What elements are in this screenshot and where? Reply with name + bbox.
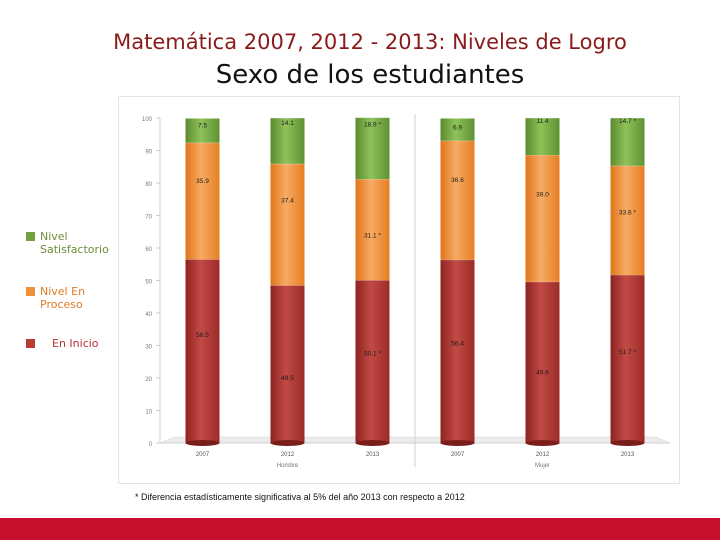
data-label-en_inicio: 49.6 (536, 369, 549, 376)
legend-swatch-en-proceso (26, 287, 35, 296)
group-label: Mujer (535, 463, 550, 469)
y-tick-label: 50 (145, 280, 152, 286)
data-label-en_inicio: 50.1 * (364, 351, 381, 358)
bar-base (440, 440, 475, 446)
chart-title: Matemática 2007, 2012 - 2013: Niveles de… (113, 30, 627, 54)
data-label-en_inicio: 48.5 (281, 375, 294, 382)
bar-en_proceso-3 (440, 140, 475, 260)
data-label-en_proceso: 31.1 * (364, 233, 381, 240)
chart-frame (118, 96, 680, 484)
bar-base (185, 440, 220, 446)
data-label-en_proceso: 39.0 (536, 191, 549, 198)
x-tick-label: 2012 (536, 452, 550, 458)
x-tick-label: 2007 (196, 452, 210, 458)
bar-base (270, 440, 305, 446)
y-tick-label: 40 (145, 312, 152, 318)
data-label-en_proceso: 36.6 (451, 177, 464, 184)
stacked-bar-chart: 0 10 20 30 40 50 60 70 80 90 100 2007 2012 2013 2007 2… (142, 114, 671, 469)
data-label-en_proceso: 35.9 (196, 178, 209, 185)
bar-en_proceso-5 (610, 165, 645, 275)
bar-en_inicio-4 (525, 281, 560, 443)
bar-satisfactorio-1 (270, 118, 305, 164)
y-tick-label: 80 (145, 182, 152, 188)
data-label-en_proceso: 37.4 (281, 198, 294, 205)
y-tick-label: 60 (145, 247, 152, 253)
x-tick-label: 2013 (621, 452, 635, 458)
chart-subtitle: Sexo de los estudiantes (215, 60, 525, 90)
bar-en_inicio-0 (185, 259, 220, 443)
bar-en_inicio-2 (355, 280, 390, 443)
data-label-en_proceso: 33.6 * (619, 209, 636, 216)
footnote: * Diferencia estadísticamente significat… (135, 492, 465, 502)
data-label-satisfactorio: 6.9 (453, 124, 462, 131)
y-tick-label: 70 (145, 215, 152, 221)
bar-base (355, 440, 390, 446)
data-label-en_inicio: 56.4 (451, 340, 464, 347)
bar-base (610, 440, 645, 446)
bar-satisfactorio-5 (610, 118, 645, 166)
legend-swatch-en-inicio (26, 339, 35, 348)
data-label-satisfactorio: 14.7 * (619, 118, 636, 125)
bar-en_inicio-1 (270, 285, 305, 443)
bar-en_proceso-4 (525, 155, 560, 282)
bar-en_proceso-1 (270, 163, 305, 286)
legend-label-satisfactorio: Nivel Satisfactorio (40, 230, 109, 256)
y-tick-label: 90 (145, 150, 152, 156)
legend-swatch-satisfactorio (26, 232, 35, 241)
data-label-satisfactorio: 11.4 (536, 118, 549, 125)
bar-satisfactorio-3 (440, 118, 475, 141)
y-tick-label: 30 (145, 345, 152, 351)
data-label-en_inicio: 56.5 (196, 332, 209, 339)
data-label-satisfactorio: 18.9 * (364, 122, 381, 129)
data-label-satisfactorio: 7.5 (198, 122, 207, 129)
group-label: Hombre (277, 463, 299, 469)
legend-label-en-proceso: Nivel En Proceso (40, 285, 86, 311)
x-tick-label: 2012 (281, 452, 295, 458)
bar-en_inicio-3 (440, 259, 475, 443)
bar-en_inicio-5 (610, 274, 645, 443)
bar-satisfactorio-2 (355, 117, 390, 180)
y-tick-label: 100 (142, 117, 153, 123)
x-tick-label: 2007 (451, 452, 465, 458)
y-tick-label: 20 (145, 377, 152, 383)
bar-base (525, 440, 560, 446)
bar-en_proceso-2 (355, 179, 390, 281)
data-label-en_inicio: 51.7 * (619, 349, 636, 356)
data-label-satisfactorio: 14.1 (281, 120, 294, 127)
bar-satisfactorio-4 (525, 118, 560, 156)
x-tick-label: 2013 (366, 452, 380, 458)
footer-accent-bar (0, 518, 720, 540)
y-tick-label: 10 (145, 410, 152, 416)
bar-en_proceso-0 (185, 142, 220, 260)
y-tick-label: 0 (149, 442, 153, 448)
legend-label-en-inicio: En Inicio (52, 337, 99, 350)
bar-satisfactorio-0 (185, 118, 220, 143)
